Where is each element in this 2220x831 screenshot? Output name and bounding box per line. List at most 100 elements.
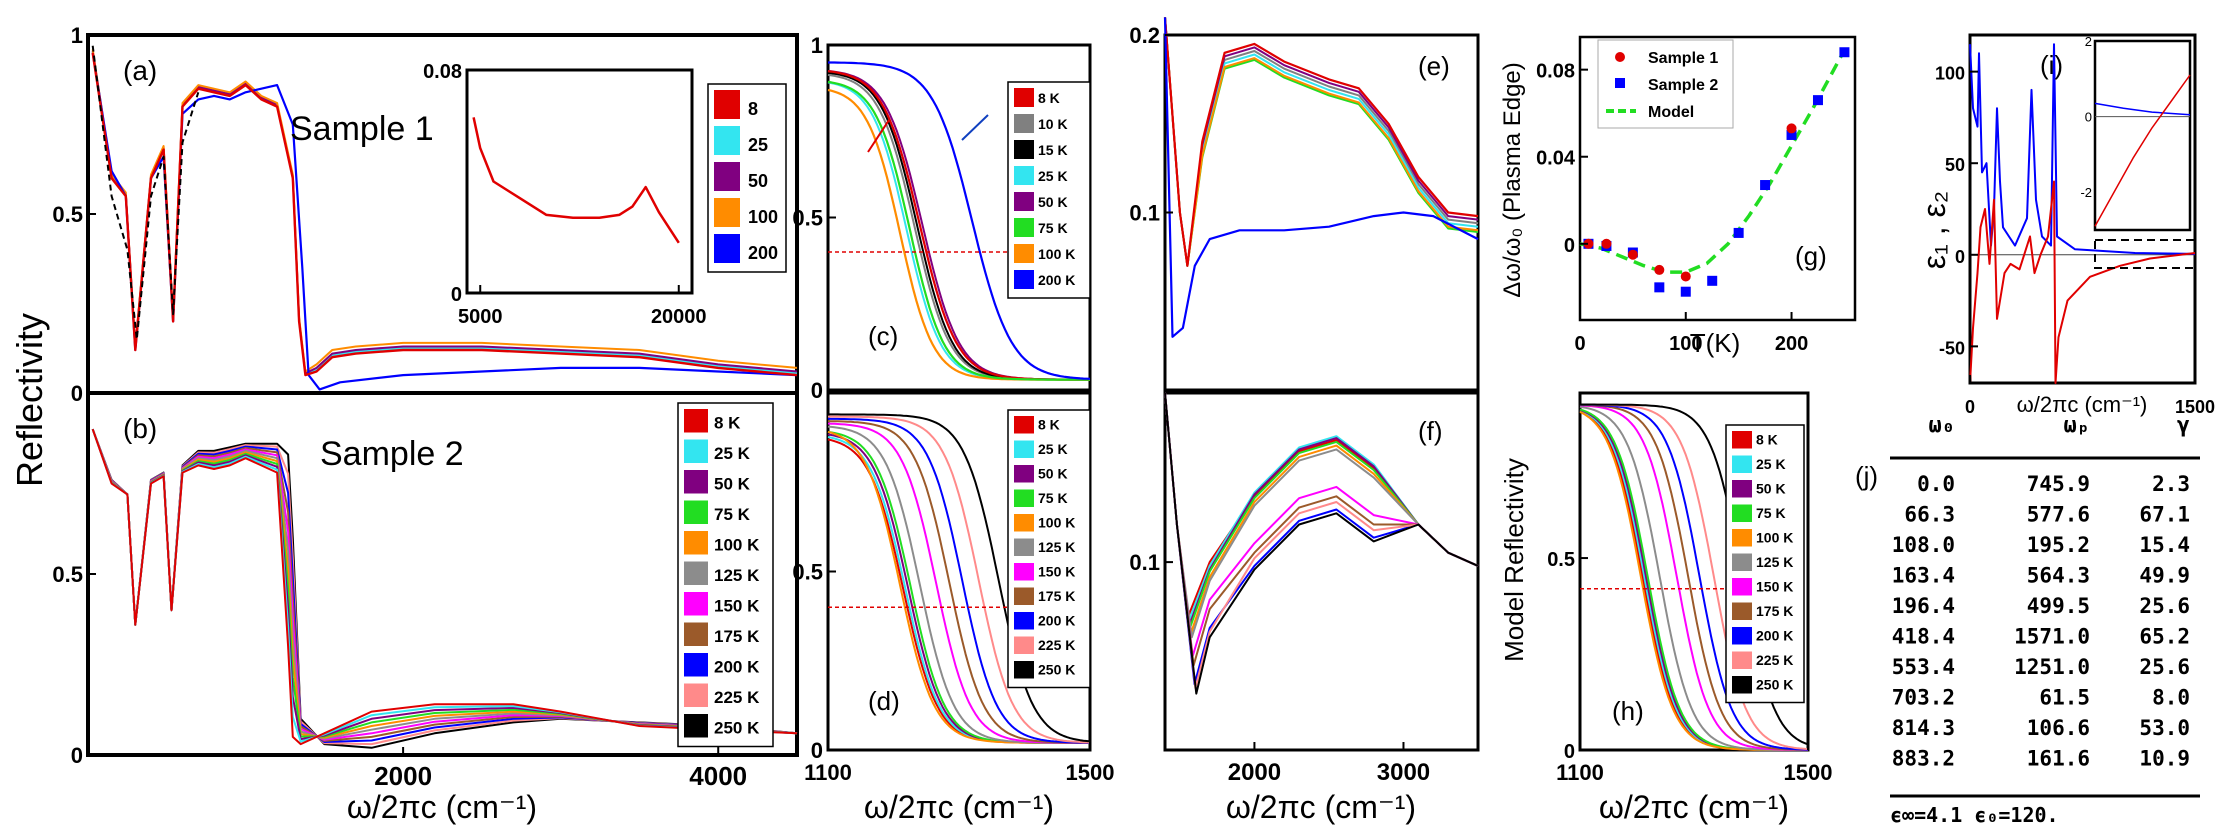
panel-a-model-dashed [91,45,200,341]
panel-d-legend-label: 175 K [1038,588,1075,604]
panel-h-legend-label: 175 K [1756,603,1793,619]
table-cell: 66.3 [1904,503,1955,527]
table-cell: 553.4 [1892,655,1955,679]
panel-f-xtick-label: 2000 [1228,759,1281,786]
panel-b-legend-swatch [684,714,708,738]
panel-d-legend-swatch [1014,465,1034,483]
panel-b-legend-label: 225 K [714,688,760,707]
table-cell: 0.0 [1917,472,1955,496]
panel-a-inset-ytick-label: 0.08 [423,61,462,83]
panel-g-sample2-point [1707,275,1718,286]
panel-d-legend-swatch [1014,489,1034,507]
panel-d-legend-swatch [1014,661,1034,679]
table-cell: 883.2 [1892,747,1955,771]
panel-i-inset-eps1 [2094,74,2191,227]
panel-d-ytick-label: 0.5 [792,560,823,585]
panel-b-legend-label: 8 K [714,414,741,433]
panel-i-xtick-label: 1500 [2175,397,2215,417]
panel-b-legend-swatch [684,561,708,585]
table-cell: 564.3 [2027,564,2090,588]
table-cell: 1571.0 [2014,625,2090,649]
panel-c-legend-label: 200 K [1038,272,1075,288]
table-cell: 499.5 [2027,594,2090,618]
panel-c-legend-label: 100 K [1038,246,1075,262]
panel-c-legend-swatch [1014,218,1034,237]
panel-a-legend-label: 25 [748,135,768,155]
table-cell: 195.2 [2027,533,2090,557]
panel-e-label: (e) [1418,51,1450,81]
panel-g-sample2-point [1733,227,1744,238]
panel-d-legend-label: 125 K [1038,539,1075,555]
panel-i-inset-ytick-label: 2 [2085,34,2092,49]
panel-i-ylabel: ε₁ , ε₂ [1916,191,1952,269]
panel-d-series-t250 [828,413,1091,743]
panel-i-frame [1968,33,2197,385]
panel-d-legend-swatch [1014,563,1034,581]
panel-h-ytick-label: 0 [1564,741,1575,763]
panel-b-legend-swatch [684,470,708,494]
panel-i-ytick-label: 0 [1955,247,1965,267]
panel-b-legend-label: 175 K [714,627,760,646]
panel-e-frame [1163,33,1480,392]
table-cell: 814.3 [1892,716,1955,740]
panel-e-ytick-label: 0.1 [1129,201,1160,226]
panel-a-inset-xtick-label: 20000 [651,306,707,328]
panel-c-legend-swatch [1014,140,1034,159]
panel-i-inset-eps2 [2094,102,2191,116]
panel-d-ytick-label: 0 [811,738,823,763]
panel-a-label: (a) [123,55,157,86]
panel-b-legend-swatch [684,439,708,463]
panel-b-ytick-label: 0.5 [52,562,83,587]
panel-g-sample2-point [1786,129,1797,140]
panel-h-legend-label: 25 K [1756,456,1786,472]
panel-f-ytick-label: 0.1 [1129,550,1160,575]
panel-d-legend-swatch [1014,416,1034,434]
panel-h-legend-label: 50 K [1756,481,1786,497]
panel-f-frame [1163,391,1480,752]
panel-g-sample2-point [1680,286,1691,297]
panel-b-legend-label: 25 K [714,444,751,463]
panel-h-legend-swatch [1732,504,1752,522]
table-cell: 61.5 [2039,686,2090,710]
panel-d-legend-swatch [1014,440,1034,458]
panel-f-series-t250 [1164,392,1479,695]
panel-i-ytick-label: 50 [1945,155,1965,175]
panel-a-inset-series [472,117,680,244]
panel-i-ytick-label: 100 [1935,64,1965,84]
table-cell: 25.6 [2139,594,2190,618]
panel-a-ytick-label: 1 [71,23,83,48]
table-cell: 745.9 [2027,472,2090,496]
table-cell: 1251.0 [2014,655,2090,679]
table-cell: 163.4 [1892,564,1955,588]
panel-g-ylabel: Δω/ω₀ (Plasma Edge) [1499,62,1526,298]
panel-c-legend-swatch [1014,166,1034,185]
panel-g-sample1-point [1583,238,1594,249]
panel-d-legend-swatch [1014,538,1034,556]
table-cell: 577.6 [2027,503,2090,527]
panel-g-legend-label: Sample 2 [1648,77,1718,94]
panel-c-legend-label: 25 K [1038,168,1068,184]
table-header: γ [2177,413,2190,438]
panel-g-sample1-point [1786,123,1797,134]
panel-c-red-arrow [867,119,890,153]
panel-d-legend-label: 8 K [1038,417,1060,433]
panel-h-xtick-label: 1100 [1556,760,1604,785]
panel-c-legend-swatch [1014,88,1034,107]
panel-c-blue-arrow [961,114,989,141]
panel-d-label: (d) [868,686,900,716]
panel-d-legend-swatch [1014,636,1034,654]
panel-h-legend-label: 75 K [1756,505,1786,521]
panel-g-sample1-point [1627,249,1638,260]
panel-a-legend-label: 200 [748,243,778,263]
panel-d-xtick-label: 1100 [804,760,852,785]
panel-g-ytick-label: 0 [1564,235,1575,257]
panel-b-legend-label: 200 K [714,658,760,677]
table-cell: 161.6 [2027,747,2090,771]
panel-c-ytick-label: 0 [811,378,823,403]
panel-i-xtick-label: 0 [1965,397,1975,417]
panel-b-legend-swatch [684,683,708,707]
panel-a-series-t100 [91,49,798,373]
panel-a-ytick-label: 0.5 [52,202,83,227]
table-cell: 2.3 [2152,472,2190,496]
table-label: (j) [1855,461,1878,491]
